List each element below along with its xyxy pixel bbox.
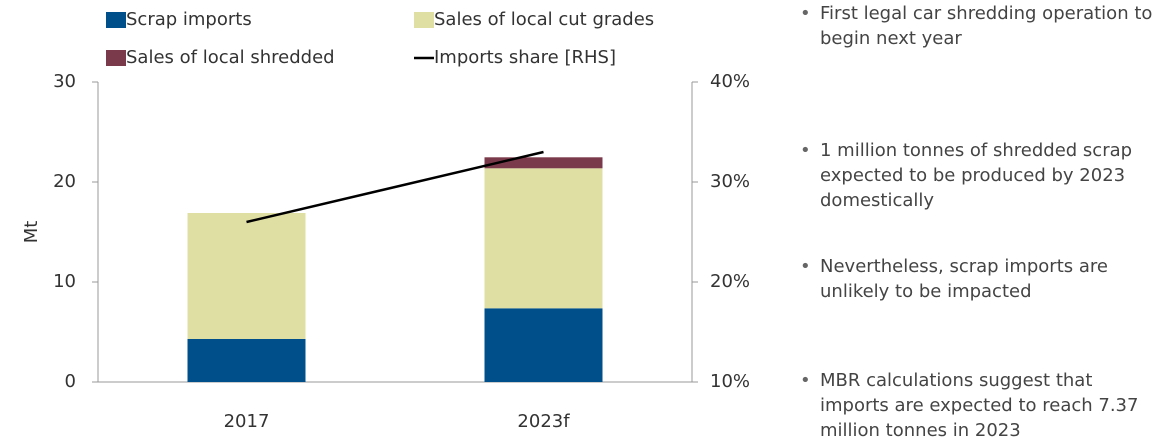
bar: [484, 168, 603, 309]
y2-tick-label: 10%: [710, 371, 750, 392]
line: [246, 150, 544, 224]
note: Nevertheless, scrap imports are unlikely…: [798, 254, 1154, 304]
note: First legal car shredding operation to b…: [798, 1, 1154, 51]
legend-label: Imports share [RHS]: [434, 47, 616, 68]
bar: [187, 213, 306, 339]
legend-swatch: [106, 50, 126, 66]
x-tick-label: 2017: [224, 411, 270, 432]
y-tick-label: 0: [65, 371, 76, 392]
bar: [484, 157, 603, 169]
legend-label: Sales of local cut grades: [434, 9, 654, 30]
y2-tick-label: 30%: [710, 171, 750, 192]
legend-swatch: [106, 12, 126, 28]
y-tick-label: 30: [53, 71, 76, 92]
x-tick-label: 2023f: [517, 411, 570, 432]
legend-label: Scrap imports: [126, 9, 252, 30]
y-tick-label: 20: [53, 171, 76, 192]
chart: Mt 0 10 20 30 10% 20% 30% 40% 2017 2023f Scrap imp…: [21, 9, 750, 432]
legend-label: Sales of local shredded: [126, 47, 335, 68]
y2-tick-label: 20%: [710, 271, 750, 292]
bar: [187, 339, 306, 382]
bar: [484, 308, 603, 382]
y-tick-label: 10: [53, 271, 76, 292]
y-axis-label: Mt: [21, 221, 42, 244]
y2-tick-label: 40%: [710, 71, 750, 92]
legend-swatch: [414, 12, 434, 28]
note: MBR calculations suggest that imports ar…: [798, 368, 1154, 443]
note: 1 million tonnes of shredded scrap expec…: [798, 138, 1154, 213]
